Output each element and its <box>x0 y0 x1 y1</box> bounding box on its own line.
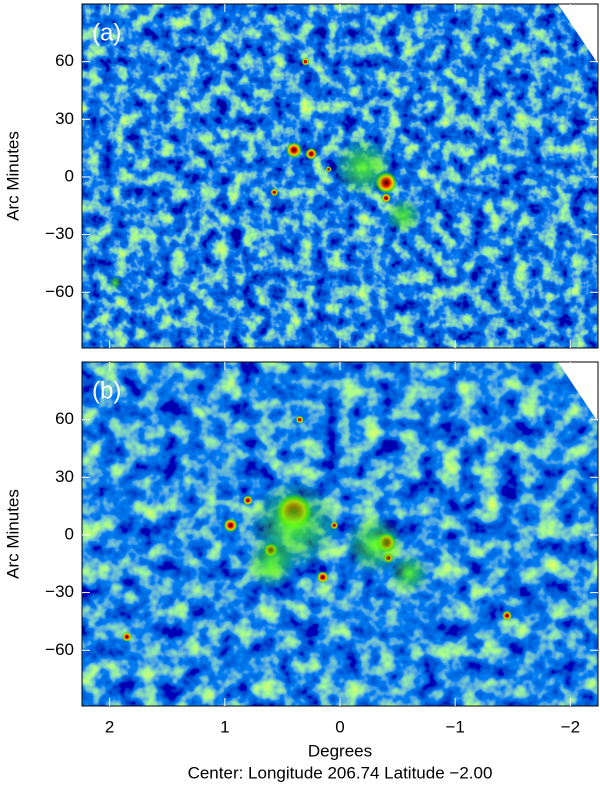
x-tick-label: 0 <box>335 717 344 736</box>
y-tick-label: −30 <box>45 582 74 601</box>
emission-feature <box>108 275 123 290</box>
y-tick-label: −60 <box>45 640 74 659</box>
emission-feature <box>344 514 405 575</box>
y-tick-label: 60 <box>55 51 74 70</box>
center-note: Center: Longitude 206.74 Latitude −2.00 <box>188 763 493 782</box>
emission-feature <box>385 197 422 234</box>
emission-feature <box>502 610 513 621</box>
no-coverage-corner <box>558 362 598 422</box>
emission-feature <box>270 188 279 197</box>
emission-feature <box>301 57 310 66</box>
emission-feature <box>333 137 394 198</box>
emission-feature <box>285 142 302 159</box>
emission-feature <box>223 518 238 533</box>
emission-feature <box>316 571 329 584</box>
panel-label: (b) <box>92 377 121 404</box>
emission-feature <box>242 495 253 506</box>
panel <box>82 4 598 348</box>
emission-feature <box>305 147 318 160</box>
x-tick-label: 1 <box>220 717 229 736</box>
heatmap-image <box>82 362 598 706</box>
panel <box>82 362 598 706</box>
y-axis-label: Arc Minutes <box>3 131 22 221</box>
x-axis-label: Degrees <box>308 741 372 760</box>
emission-feature <box>295 415 304 424</box>
x-tick-label: −1 <box>445 717 464 736</box>
y-tick-label: −60 <box>45 282 74 301</box>
panel-label: (a) <box>92 19 121 46</box>
emission-feature <box>121 631 132 642</box>
y-tick-label: 30 <box>55 467 74 486</box>
emission-feature <box>325 166 332 173</box>
y-tick-label: 30 <box>55 109 74 128</box>
x-tick-label: 2 <box>105 717 114 736</box>
emission-feature <box>389 553 430 594</box>
y-tick-label: 60 <box>55 409 74 428</box>
y-tick-label: 0 <box>65 166 74 185</box>
emission-feature <box>245 538 296 589</box>
emission-feature <box>381 193 392 204</box>
y-tick-label: 0 <box>65 524 74 543</box>
no-coverage-corner <box>558 4 598 64</box>
y-tick-label: −30 <box>45 224 74 243</box>
y-axis-label: Arc Minutes <box>3 489 22 579</box>
x-tick-label: −2 <box>561 717 580 736</box>
